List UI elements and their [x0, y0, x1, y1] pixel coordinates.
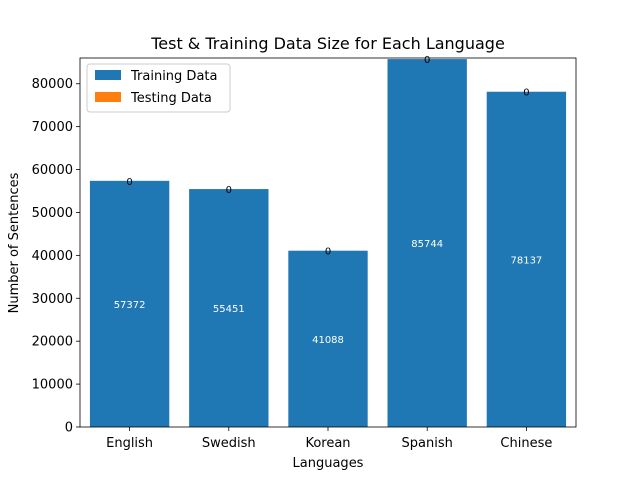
y-tick-label-10000: 10000 — [32, 378, 73, 393]
bar-label-testing-chinese: 0 — [523, 88, 529, 99]
x-axis-label: Languages — [293, 456, 364, 471]
chart-title: Test & Training Data Size for Each Langu… — [150, 34, 505, 53]
y-tick-label-80000: 80000 — [32, 77, 73, 92]
bar-label-testing-english: 0 — [126, 177, 132, 188]
x-tick-label-spanish: Spanish — [402, 436, 453, 451]
bar-training-chinese — [486, 91, 567, 427]
y-tick-label-50000: 50000 — [32, 206, 73, 221]
y-tick-label-70000: 70000 — [32, 120, 73, 135]
legend-swatch-training — [95, 70, 121, 80]
y-tick-label-40000: 40000 — [32, 249, 73, 264]
x-tick-label-english: English — [106, 436, 153, 451]
ticks-layer: English Swedish Korean Spanish Chinese 0 10000… — [32, 77, 553, 451]
bar-training-spanish — [387, 59, 467, 427]
bar-training-korean — [288, 250, 368, 427]
legend: Training Data Testing Data — [86, 63, 231, 113]
bar-label-training-korean: 41088 — [312, 335, 344, 346]
bar-label-training-chinese: 78137 — [510, 255, 542, 266]
x-tick-label-swedish: Swedish — [202, 436, 256, 451]
bar-label-training-swedish: 55451 — [213, 304, 245, 315]
bars-layer — [89, 59, 567, 427]
plot-frame — [79, 57, 577, 428]
y-axis-label: Number of Sentences — [7, 172, 22, 313]
y-tick-label-0: 0 — [65, 421, 73, 436]
bar-label-testing-korean: 0 — [325, 247, 331, 258]
y-tick-label-20000: 20000 — [32, 335, 73, 350]
bar-label-testing-spanish: 0 — [424, 55, 430, 66]
legend-label-training[interactable]: Training Data — [130, 69, 217, 84]
bar-labels-layer: 57372 0 55451 0 41088 0 85744 0 78137 0 — [114, 55, 543, 346]
y-tick-label-30000: 30000 — [32, 292, 73, 307]
legend-swatch-testing — [95, 92, 121, 102]
x-tick-label-korean: Korean — [305, 436, 350, 451]
y-tick-label-60000: 60000 — [32, 163, 73, 178]
bar-label-testing-swedish: 0 — [226, 185, 232, 196]
bar-training-english — [89, 180, 170, 427]
bar-training-swedish — [189, 189, 269, 427]
x-tick-label-chinese: Chinese — [500, 436, 552, 451]
legend-box — [86, 63, 231, 113]
bar-label-training-english: 57372 — [114, 300, 146, 311]
legend-label-testing[interactable]: Testing Data — [130, 91, 212, 106]
bar-label-training-spanish: 85744 — [411, 239, 443, 250]
